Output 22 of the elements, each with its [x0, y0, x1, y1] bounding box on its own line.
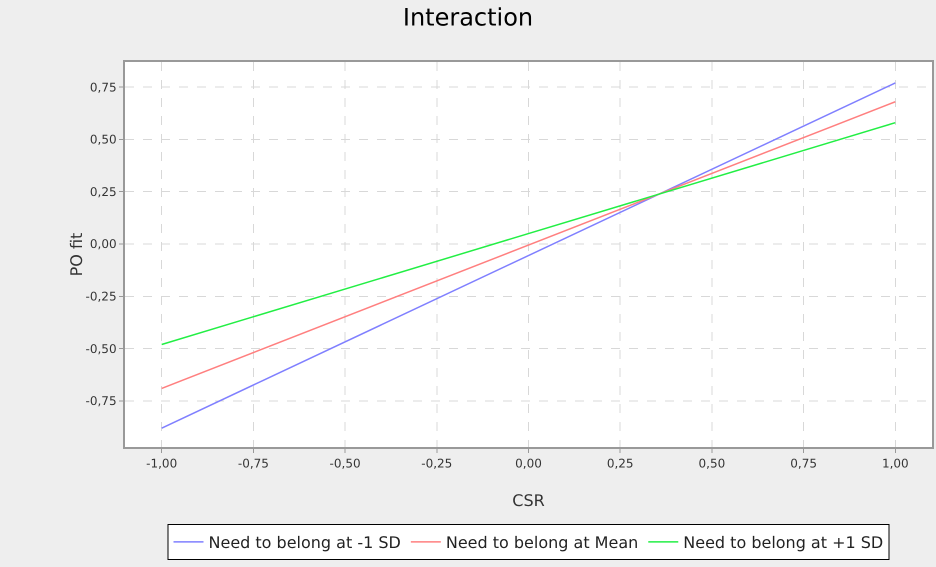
- y-axis-title: PO fit: [67, 232, 86, 276]
- legend-label: Need to belong at -1 SD: [208, 533, 401, 552]
- x-tick-label: 0,50: [698, 456, 726, 470]
- x-tick-label: -0,75: [238, 456, 269, 470]
- y-tick-label: -0,25: [86, 290, 117, 304]
- legend-label: Need to belong at +1 SD: [683, 533, 884, 552]
- x-tick-label: -0,50: [330, 456, 361, 470]
- y-tick-label: 0,25: [90, 184, 117, 199]
- x-axis-title: CSR: [512, 491, 545, 510]
- y-tick-label: 0,00: [90, 237, 117, 252]
- x-tick-label: 0,00: [515, 456, 542, 470]
- legend-label: Need to belong at Mean: [446, 533, 638, 552]
- y-tick-label: -0,75: [86, 394, 117, 408]
- chart-title: Interaction: [402, 3, 534, 32]
- y-tick-label: -0,50: [86, 342, 117, 356]
- y-tick-label: 0,50: [90, 132, 117, 147]
- y-tick-label: 0,75: [90, 80, 117, 94]
- x-tick-label: -0,25: [421, 456, 452, 470]
- x-tick-label: 1,00: [882, 456, 909, 470]
- x-tick-label: 0,25: [606, 456, 634, 470]
- x-tick-label: -1,00: [146, 456, 178, 470]
- x-tick-label: 0,75: [790, 456, 817, 470]
